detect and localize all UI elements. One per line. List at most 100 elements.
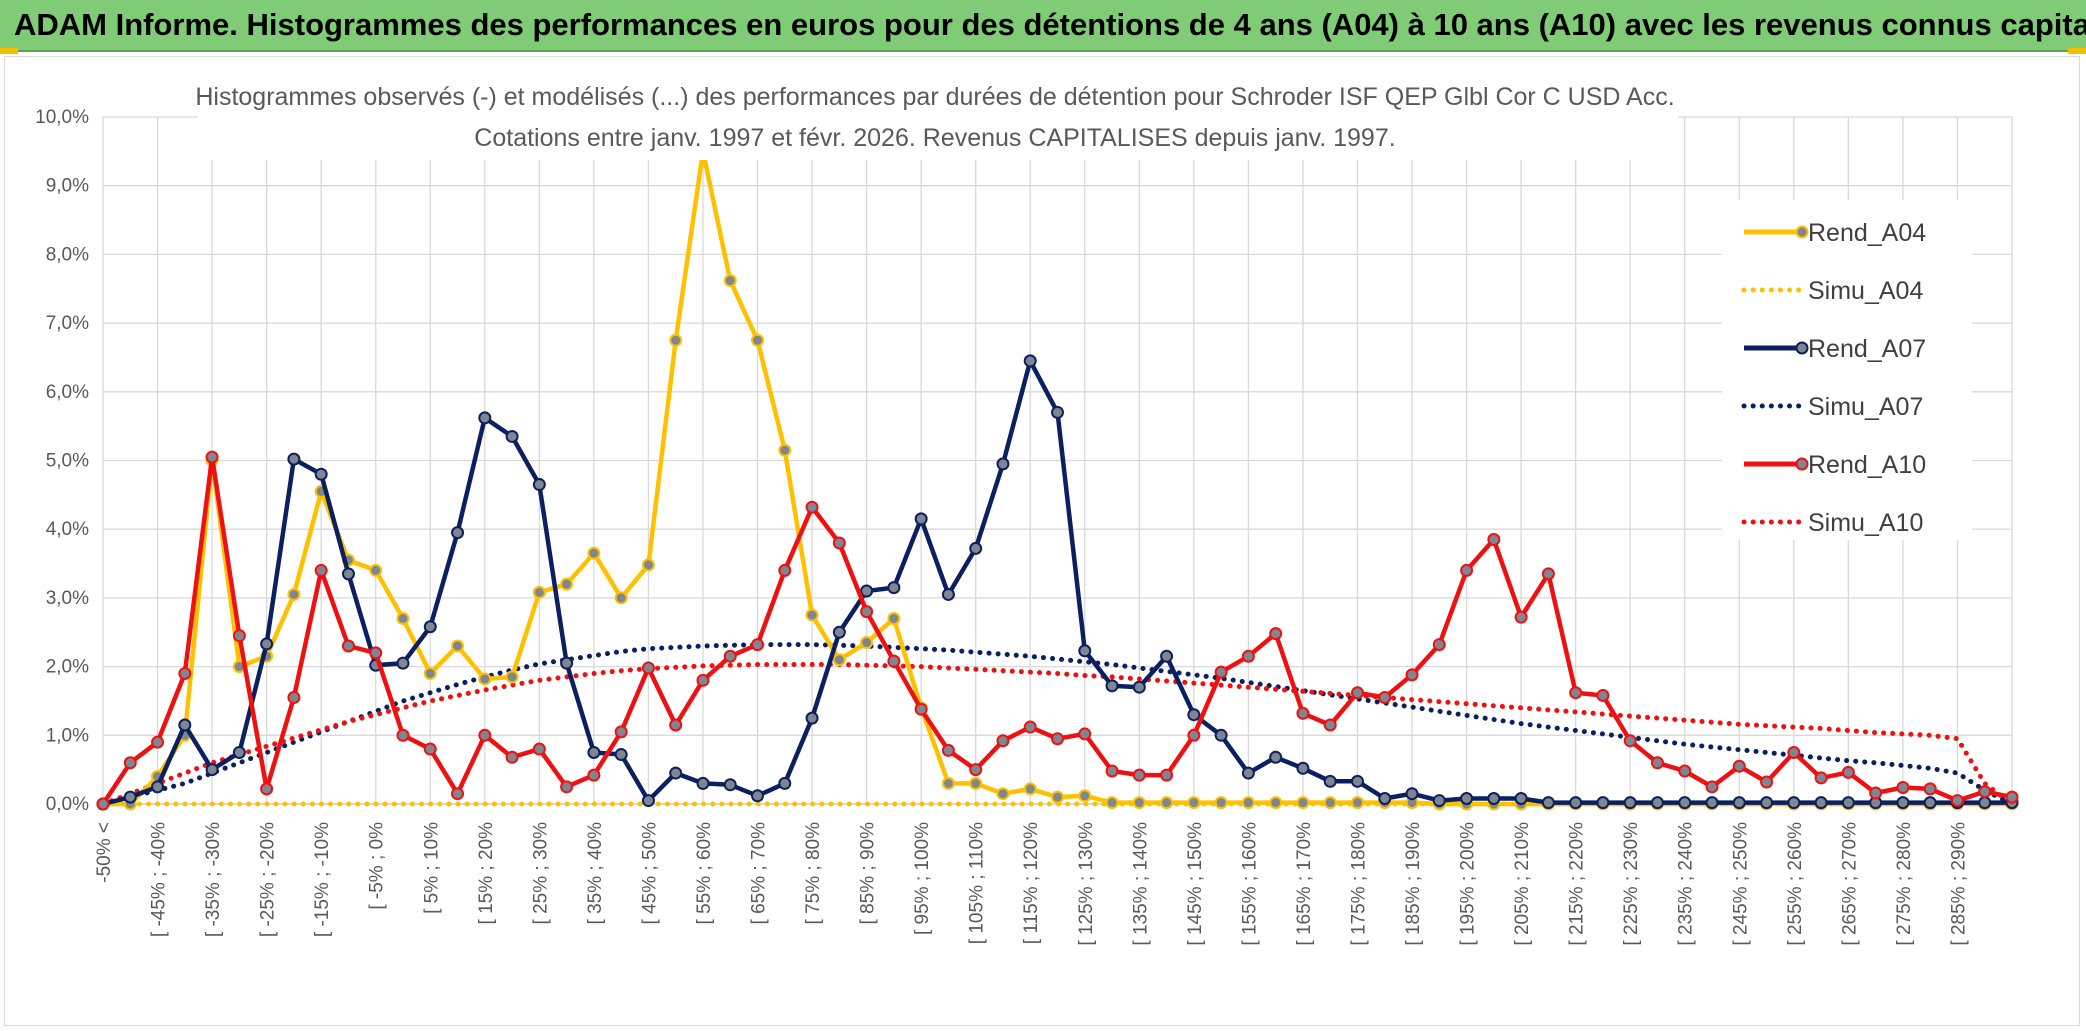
data-point bbox=[423, 666, 437, 680]
data-point bbox=[587, 768, 601, 782]
legend-marker bbox=[1795, 341, 1809, 355]
data-point bbox=[1623, 796, 1637, 810]
data-point bbox=[1460, 792, 1474, 806]
x-tick-label: [ 25% ; 30% bbox=[530, 822, 551, 925]
data-point bbox=[1023, 354, 1037, 368]
data-point bbox=[614, 725, 628, 739]
x-tick-label: [ 125% ; 130% bbox=[1076, 822, 1097, 946]
data-point bbox=[914, 512, 928, 526]
data-point bbox=[96, 797, 110, 811]
data-point bbox=[1623, 734, 1637, 748]
data-point bbox=[1923, 782, 1937, 796]
x-tick-label: [ -35% ; -30% bbox=[203, 822, 224, 937]
data-point bbox=[260, 782, 274, 796]
data-point bbox=[451, 787, 465, 801]
data-point bbox=[1760, 775, 1774, 789]
data-point bbox=[1187, 796, 1201, 810]
data-point bbox=[641, 558, 655, 572]
data-point bbox=[723, 649, 737, 663]
y-axis-ticks: 0,0% 1,0% 2,0% 3,0% 4,0% 5,0% 6,0% 7,0% 8,0% 9,0%… bbox=[35, 107, 89, 815]
data-point bbox=[123, 756, 137, 770]
data-point bbox=[1132, 680, 1146, 694]
data-point bbox=[369, 646, 383, 660]
data-point bbox=[996, 787, 1010, 801]
data-point bbox=[532, 742, 546, 756]
legend-label: Rend_A04 bbox=[1808, 219, 1926, 247]
data-point bbox=[1105, 764, 1119, 778]
data-point bbox=[941, 587, 955, 601]
data-point bbox=[1051, 790, 1064, 804]
data-point bbox=[1514, 610, 1528, 624]
data-point bbox=[1432, 638, 1446, 652]
banner: ADAM Informe. Histogrammes des performan… bbox=[0, 0, 2086, 52]
data-point bbox=[1323, 774, 1337, 788]
y-tick-label: 1,0% bbox=[46, 725, 89, 746]
data-point bbox=[1296, 761, 1310, 775]
y-tick-label: 4,0% bbox=[46, 519, 89, 540]
series-line-simu-a07 bbox=[100, 642, 2015, 807]
data-point bbox=[1841, 796, 1855, 810]
x-tick-label: [ 235% ; 240% bbox=[1676, 822, 1697, 946]
data-point bbox=[860, 584, 874, 598]
x-tick-label: [ -15% ; -10% bbox=[312, 822, 333, 937]
data-point bbox=[696, 776, 710, 790]
data-point bbox=[1078, 644, 1092, 658]
data-point bbox=[1214, 796, 1228, 810]
data-point bbox=[587, 546, 601, 560]
data-point bbox=[1051, 405, 1064, 419]
legend-label: Simu_A10 bbox=[1808, 509, 1923, 537]
data-point bbox=[887, 612, 901, 626]
data-point bbox=[832, 536, 846, 550]
x-tick-label: [ 45% ; 50% bbox=[639, 822, 660, 925]
data-point bbox=[1051, 732, 1064, 746]
data-point bbox=[1350, 774, 1364, 788]
data-point bbox=[751, 333, 765, 347]
data-point bbox=[1214, 728, 1228, 742]
data-point bbox=[1487, 792, 1501, 806]
data-point bbox=[1541, 796, 1555, 810]
data-point bbox=[1705, 780, 1719, 794]
data-point bbox=[969, 776, 983, 790]
data-point bbox=[560, 577, 574, 591]
series-lines bbox=[96, 144, 2019, 811]
x-tick-label: [ 285% ; 290% bbox=[1948, 822, 1969, 946]
data-point bbox=[1678, 764, 1692, 778]
data-point bbox=[1078, 727, 1092, 741]
data-point bbox=[178, 666, 192, 680]
data-point bbox=[396, 656, 410, 670]
x-tick-label: [ 195% ; 200% bbox=[1458, 822, 1479, 946]
data-point bbox=[1241, 766, 1255, 780]
data-point bbox=[887, 581, 901, 595]
data-point bbox=[587, 745, 601, 759]
x-tick-label: [ -45% ; -40% bbox=[149, 822, 170, 937]
data-point bbox=[1132, 768, 1146, 782]
data-point bbox=[396, 728, 410, 742]
data-point bbox=[478, 672, 492, 686]
data-point bbox=[641, 661, 655, 675]
chart-title-line1: Histogrammes observés (-) et modélisés (… bbox=[195, 83, 1674, 111]
data-point bbox=[1023, 782, 1037, 796]
x-axis-ticks: -50% < [ -45% ; -40% [ -35% ; -30% [ -25% ;… bbox=[94, 822, 1969, 946]
data-point bbox=[778, 443, 792, 457]
data-point bbox=[396, 612, 410, 626]
data-point bbox=[2005, 790, 2019, 804]
data-point bbox=[205, 763, 219, 777]
data-point bbox=[1514, 792, 1528, 806]
x-tick-label: [ 255% ; 260% bbox=[1785, 822, 1806, 946]
data-point bbox=[887, 654, 901, 668]
data-point bbox=[805, 500, 819, 514]
data-point bbox=[178, 718, 192, 732]
data-point bbox=[996, 734, 1010, 748]
x-tick-label: [ 225% ; 230% bbox=[1621, 822, 1642, 946]
data-point bbox=[314, 467, 328, 481]
x-tick-label: [ 275% ; 280% bbox=[1894, 822, 1915, 946]
data-point bbox=[1487, 533, 1501, 547]
data-point bbox=[1378, 691, 1392, 705]
x-tick-label: -50% < bbox=[94, 822, 115, 883]
data-point bbox=[641, 794, 655, 808]
x-tick-label: [ 215% ; 220% bbox=[1567, 822, 1588, 946]
banner-title: ADAM Informe. Histogrammes des performan… bbox=[14, 7, 2086, 42]
data-point bbox=[1296, 796, 1310, 810]
y-tick-label: 8,0% bbox=[46, 244, 89, 265]
y-tick-label: 9,0% bbox=[46, 176, 89, 197]
